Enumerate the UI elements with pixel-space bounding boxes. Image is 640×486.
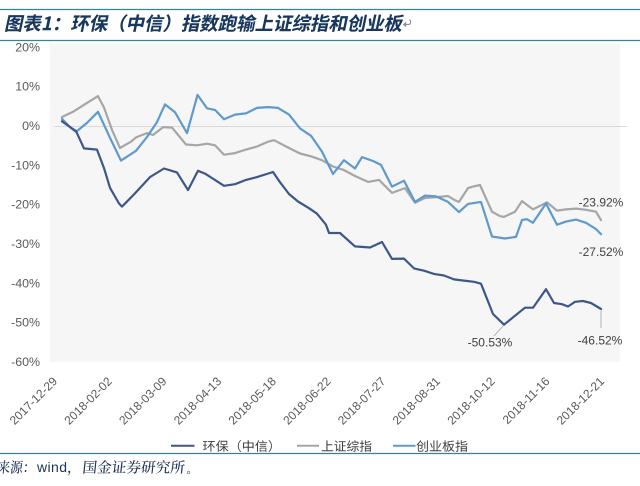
svg-text:2018-02-02: 2018-02-02 <box>62 374 116 428</box>
svg-text:2018-06-22: 2018-06-22 <box>280 374 334 428</box>
svg-text:0%: 0% <box>22 119 40 133</box>
svg-text:-20%: -20% <box>11 198 40 212</box>
svg-text:-50%: -50% <box>11 316 40 330</box>
svg-text:-30%: -30% <box>11 237 40 251</box>
svg-text:2018-08-31: 2018-08-31 <box>390 374 444 428</box>
svg-text:-27.52%: -27.52% <box>579 245 624 259</box>
svg-text:2018-07-27: 2018-07-27 <box>335 374 389 428</box>
svg-text:2018-04-13: 2018-04-13 <box>171 374 225 428</box>
svg-text:-60%: -60% <box>11 355 40 369</box>
svg-text:2018-11-16: 2018-11-16 <box>500 374 553 427</box>
svg-text:2018-10-12: 2018-10-12 <box>444 374 498 428</box>
svg-text:20%: 20% <box>15 40 40 54</box>
svg-text:2017-12-29: 2017-12-29 <box>7 374 61 428</box>
svg-text:2018-12-21: 2018-12-21 <box>554 374 608 428</box>
svg-text:-40%: -40% <box>11 276 40 290</box>
svg-text:-46.52%: -46.52% <box>578 334 623 348</box>
svg-text:2018-05-18: 2018-05-18 <box>226 374 280 428</box>
svg-text:-23.92%: -23.92% <box>579 196 624 210</box>
svg-text:10%: 10% <box>15 80 40 94</box>
svg-text:2018-03-09: 2018-03-09 <box>116 374 170 428</box>
svg-text:-50.53%: -50.53% <box>468 336 513 350</box>
svg-text:-10%: -10% <box>11 158 40 172</box>
svg-text:wind: wind <box>36 459 67 475</box>
